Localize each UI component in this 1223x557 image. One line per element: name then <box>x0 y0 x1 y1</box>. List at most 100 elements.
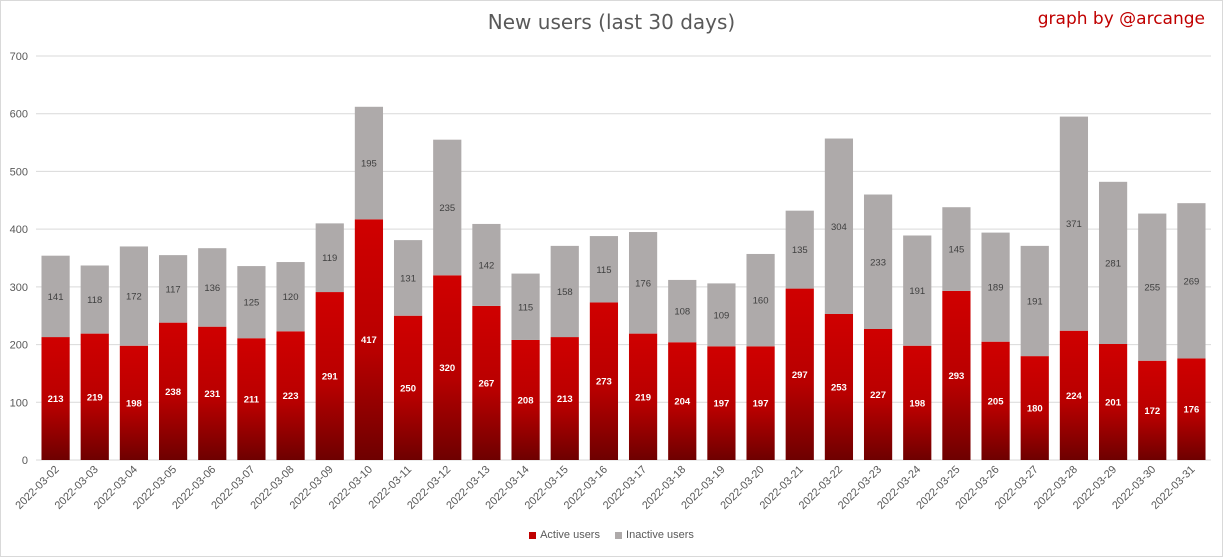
y-tick-label: 300 <box>10 282 28 294</box>
legend-label-inactive: Inactive users <box>626 529 694 541</box>
data-label-active: 227 <box>870 390 886 401</box>
bar-active <box>80 333 109 460</box>
bar-active <box>903 345 932 460</box>
data-label-inactive: 191 <box>909 286 925 297</box>
bar-inactive <box>1098 181 1128 344</box>
legend-swatch-inactive <box>615 531 623 539</box>
bar-active <box>589 302 619 460</box>
bar-active <box>824 313 854 460</box>
data-label-inactive: 120 <box>283 292 299 303</box>
bar-active <box>550 337 579 460</box>
bar-active <box>433 275 462 460</box>
data-label-active: 211 <box>244 395 260 406</box>
data-label-inactive: 176 <box>635 278 651 289</box>
bar-active <box>981 341 1010 460</box>
data-label-active: 201 <box>1105 397 1122 408</box>
data-label-active: 417 <box>361 335 377 346</box>
chart-credit: graph by @arcange <box>1037 9 1205 29</box>
bar-active <box>158 322 188 460</box>
x-axis: 2022-03-022022-03-032022-03-042022-03-05… <box>13 464 1197 512</box>
bar-inactive <box>119 246 149 346</box>
bar-inactive <box>707 283 736 347</box>
bar-inactive <box>785 210 814 289</box>
bar-active <box>198 326 227 460</box>
data-label-inactive: 235 <box>439 203 455 214</box>
data-label-active: 320 <box>439 363 455 374</box>
bar-active <box>276 331 305 460</box>
data-label-active: 253 <box>831 382 847 393</box>
y-tick-label: 0 <box>22 455 28 467</box>
bar-inactive <box>393 240 423 316</box>
bar-inactive <box>550 245 579 338</box>
data-label-inactive: 145 <box>948 245 964 256</box>
data-label-inactive: 158 <box>557 287 573 298</box>
bar-active <box>668 342 697 460</box>
legend-item-inactive: Inactive users <box>615 529 694 541</box>
bar-inactive <box>824 138 854 314</box>
data-label-inactive: 131 <box>400 273 416 284</box>
data-label-active: 208 <box>518 395 534 406</box>
bar-inactive <box>198 248 227 327</box>
data-label-inactive: 371 <box>1066 219 1082 230</box>
bar-inactive <box>1020 245 1049 357</box>
bar-inactive <box>237 266 266 339</box>
data-label-inactive: 141 <box>48 292 64 303</box>
data-label-inactive: 304 <box>831 222 847 233</box>
data-label-inactive: 160 <box>753 296 769 307</box>
data-label-active: 224 <box>1066 391 1083 402</box>
data-label-active: 267 <box>478 378 494 389</box>
data-label-active: 197 <box>753 399 769 410</box>
data-label-active: 197 <box>713 399 729 410</box>
bar-inactive <box>981 232 1010 342</box>
bar-active <box>707 346 736 460</box>
legend-label-active: Active users <box>540 529 600 541</box>
data-label-inactive: 115 <box>518 302 533 313</box>
data-label-active: 297 <box>792 370 808 381</box>
bar-inactive <box>942 207 971 291</box>
bar-active <box>354 219 384 460</box>
bar-inactive <box>863 194 893 329</box>
legend-swatch-active <box>529 531 537 539</box>
y-tick-label: 400 <box>10 224 28 236</box>
bar-inactive <box>511 273 540 340</box>
data-label-active: 219 <box>635 392 651 403</box>
bar-inactive <box>276 262 305 332</box>
bar-inactive <box>1177 203 1206 359</box>
data-label-inactive: 136 <box>204 283 220 294</box>
data-label-active: 219 <box>87 392 103 403</box>
data-label-inactive: 142 <box>478 260 494 271</box>
bar-active <box>628 333 658 460</box>
bar-active <box>1138 360 1167 460</box>
data-label-active: 198 <box>909 398 925 409</box>
bar-inactive <box>472 223 501 306</box>
bar-active <box>1020 356 1049 460</box>
data-label-active: 231 <box>204 389 221 400</box>
data-label-inactive: 233 <box>870 257 886 268</box>
bar-active <box>41 337 70 460</box>
bar-active <box>393 315 423 460</box>
bar-active <box>119 345 149 460</box>
bar-inactive <box>903 235 932 346</box>
data-label-inactive: 125 <box>243 298 259 309</box>
bar-active <box>785 288 814 460</box>
data-label-active: 205 <box>988 396 1005 407</box>
bar-active <box>1177 358 1206 460</box>
data-label-active: 291 <box>322 372 339 383</box>
data-label-inactive: 109 <box>713 310 729 321</box>
bar-inactive <box>1138 213 1167 361</box>
bar-inactive <box>80 265 109 334</box>
chart-title: New users (last 30 days) <box>487 10 736 34</box>
data-label-inactive: 281 <box>1105 258 1121 269</box>
data-label-active: 213 <box>557 394 573 405</box>
y-tick-label: 600 <box>10 109 28 121</box>
bar-active <box>511 339 540 460</box>
data-label-active: 204 <box>674 397 691 408</box>
bar-active <box>863 328 893 460</box>
data-label-active: 223 <box>283 391 299 402</box>
bar-inactive <box>41 255 70 338</box>
data-label-inactive: 255 <box>1144 283 1160 294</box>
data-label-inactive: 269 <box>1183 276 1199 287</box>
bar-active <box>1098 343 1128 460</box>
bar-active <box>746 346 775 460</box>
